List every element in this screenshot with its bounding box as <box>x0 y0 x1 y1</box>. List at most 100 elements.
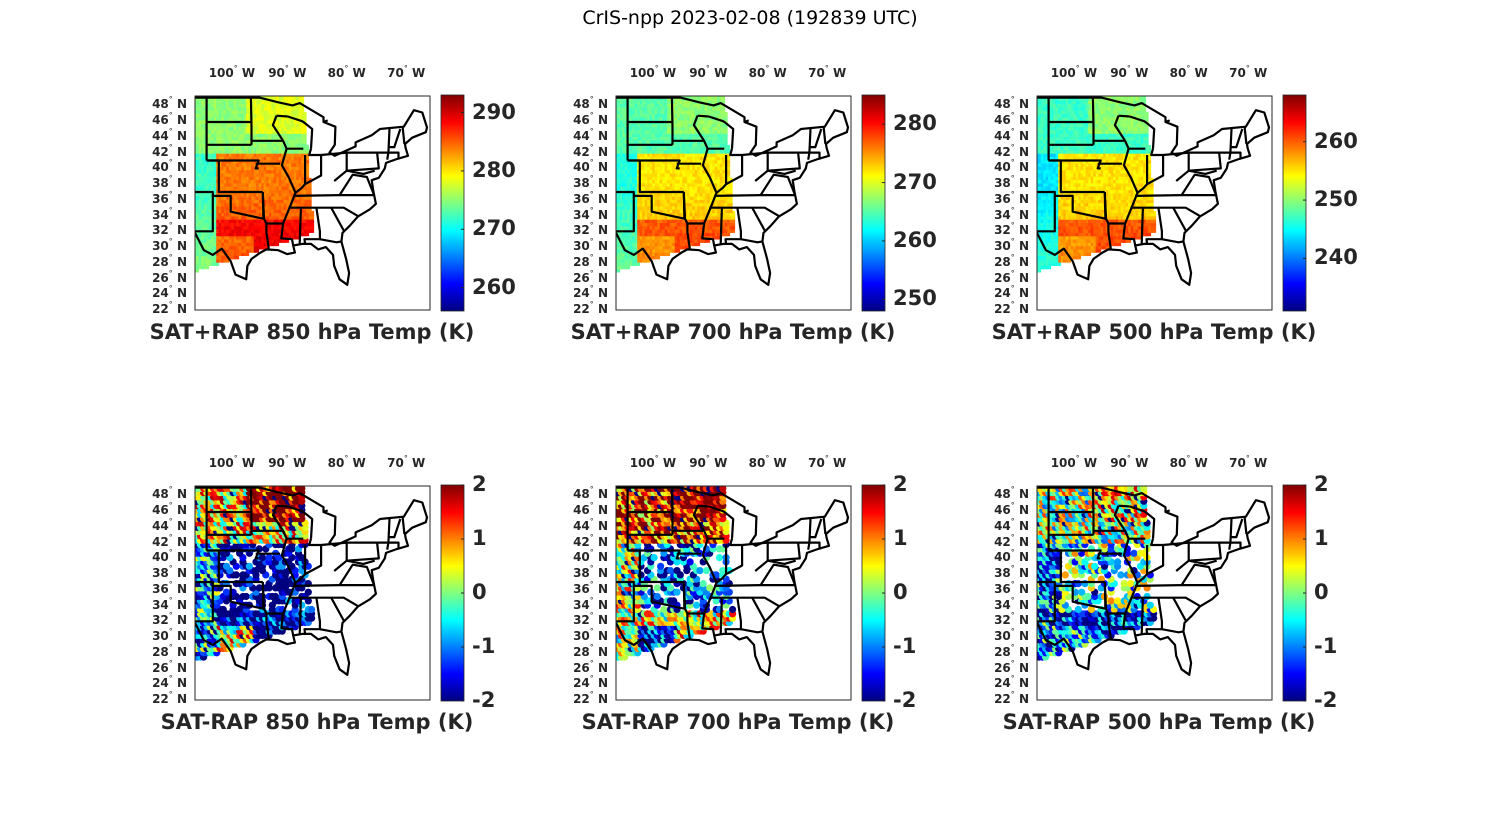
swath-point <box>303 161 310 167</box>
swath-point <box>213 260 220 266</box>
state-border <box>271 115 297 246</box>
swath-point <box>684 244 691 250</box>
swath-point <box>729 224 736 230</box>
state-border <box>822 126 827 145</box>
axes-box <box>615 95 852 311</box>
swath-point <box>674 247 681 253</box>
swath-point <box>308 210 315 217</box>
swath-point <box>729 227 736 233</box>
swath-point <box>727 191 733 197</box>
lat-tick-label: 26° N <box>152 268 187 285</box>
state-border <box>767 151 801 172</box>
swath-point <box>1150 217 1157 223</box>
swath-point <box>694 240 701 247</box>
swath-point <box>233 253 240 260</box>
state-border <box>759 173 797 196</box>
state-border <box>810 128 823 149</box>
swath-point <box>303 158 310 164</box>
swath-layer <box>1037 96 1157 273</box>
axes-box <box>194 95 431 311</box>
swath-point <box>306 184 312 190</box>
swath-point <box>722 115 728 121</box>
swath-point <box>306 197 312 204</box>
state-border <box>338 173 376 196</box>
lat-tick-label: 36° N <box>152 189 187 206</box>
swath-point <box>308 227 315 233</box>
swath-point <box>308 217 315 223</box>
swath-point <box>1145 230 1152 237</box>
swath-point <box>195 267 200 273</box>
swath-point <box>722 138 728 144</box>
colorbar-tick-label: 250 <box>893 286 937 311</box>
swath-point <box>722 134 728 141</box>
lat-tick-label: 40° N <box>573 158 608 175</box>
swath-point <box>308 220 315 227</box>
lat-tick-label: 32° N <box>573 221 608 238</box>
swath-point <box>616 267 621 273</box>
swath-point <box>727 194 733 200</box>
lat-tick-label: 38° N <box>152 174 187 191</box>
swath-point <box>301 138 307 144</box>
lon-tick-label: 80° W <box>748 64 787 80</box>
swath-point <box>727 201 733 207</box>
state-border <box>670 97 674 145</box>
state-border <box>744 119 750 124</box>
swath-point <box>727 207 733 213</box>
colorbar-tick-label: 290 <box>472 99 516 124</box>
swath-point <box>306 177 312 184</box>
lat-tick-label: 28° N <box>152 252 187 269</box>
lat-tick-label: 34° N <box>573 205 608 222</box>
swath-point <box>253 247 260 253</box>
swath-point <box>729 210 736 217</box>
state-border <box>333 169 375 182</box>
swath-point <box>303 151 310 157</box>
map-svg <box>615 94 886 312</box>
state-border <box>288 206 360 218</box>
swath-point <box>727 197 733 204</box>
state-border <box>294 155 307 194</box>
state-border <box>729 148 743 157</box>
state-border <box>308 148 322 157</box>
swath-point <box>724 144 731 151</box>
swath-point <box>719 108 726 114</box>
swath-point <box>1150 220 1157 227</box>
swath-point <box>306 187 312 194</box>
swath-point <box>1037 267 1042 273</box>
swath-point <box>724 230 731 237</box>
state-border <box>389 128 402 149</box>
lat-tick-label: 44° N <box>573 126 608 143</box>
lat-tick-label: 48° N <box>573 95 608 112</box>
swath-point <box>303 171 310 177</box>
swath-point <box>724 171 731 177</box>
map-panel-3: 240 250 260 100° W 90° W 80° W 70° W 48° N 46° N… <box>967 56 1387 386</box>
swath-point <box>722 125 728 131</box>
swath-point <box>301 128 307 134</box>
map-panel-2: 250 260 270 280 100° W 90° W 80° W 70° W 48° N 46… <box>546 56 966 386</box>
swath-point <box>1055 260 1062 266</box>
lat-tick-label: 30° N <box>573 237 608 254</box>
swath-point <box>303 164 310 171</box>
swath-layer <box>616 96 736 273</box>
swath-point <box>301 131 307 137</box>
swath-point <box>724 158 731 164</box>
swath-point <box>1150 227 1157 233</box>
lon-tick-label: 70° W <box>387 64 426 80</box>
swath-point <box>664 250 671 256</box>
lat-tick-label: 46° N <box>573 111 608 128</box>
swath-point <box>301 111 307 118</box>
state-border <box>714 193 796 197</box>
swath-point <box>298 98 305 104</box>
colorbar-tick-label: 270 <box>472 216 516 241</box>
state-border <box>346 151 380 172</box>
state-border <box>754 169 796 182</box>
lat-tick-label: 42° N <box>152 142 187 159</box>
colorbar-tick-label: 280 <box>893 111 937 136</box>
state-border <box>692 115 718 246</box>
swath-point <box>301 125 307 131</box>
lat-tick-label: 34° N <box>152 205 187 222</box>
state-border <box>217 160 263 194</box>
colorbar <box>861 94 886 312</box>
swath-point <box>1045 263 1052 270</box>
lat-tick-label: 48° N <box>152 95 187 112</box>
swath-point <box>303 230 310 237</box>
